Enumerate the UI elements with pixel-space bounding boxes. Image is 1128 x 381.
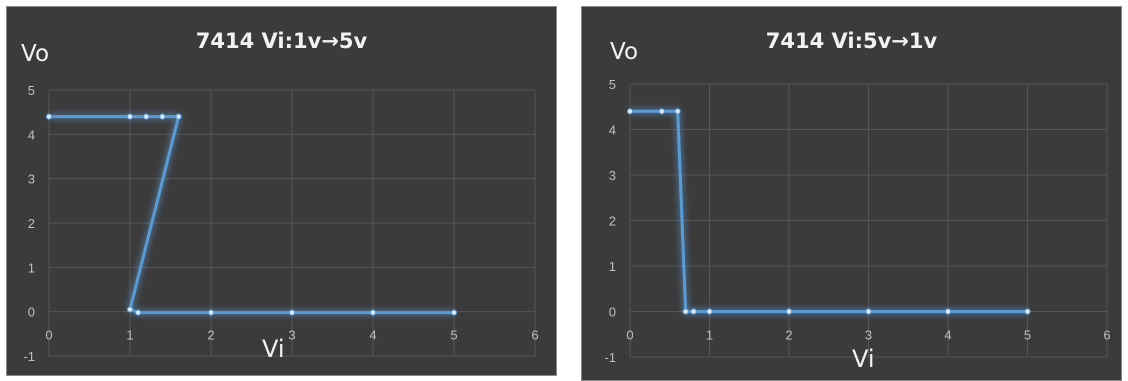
chart-plot-rising: 0 1 2 3 4 5 6 -1 0 1 2 3 4 5: [23, 83, 538, 364]
x-tick-label: 5: [450, 328, 457, 343]
y-tick-label: 3: [609, 168, 616, 183]
chart-panel-falling: 0 1 2 3 4 5 6 -1 0 1 2 3 4 5 7414 Vi:5v→1v Vo Vi: [581, 6, 1122, 381]
y-tick-label: 5: [28, 83, 35, 98]
chart-panel-rising: 0 1 2 3 4 5 6 -1 0 1 2 3 4 5 7414 Vi:1v→5v Vo Vi: [6, 6, 557, 376]
data-point: [1024, 308, 1031, 315]
y-tick-label: 1: [28, 260, 35, 275]
y-tick-label: 1: [609, 259, 616, 274]
data-point: [135, 309, 142, 316]
y-axis-label: Vo: [21, 41, 50, 67]
x-tick-label: 2: [207, 328, 214, 343]
series-line-glow: [49, 113, 454, 317]
data-point: [126, 306, 134, 313]
y-tick-label: -1: [604, 350, 616, 365]
y-tick-label: 3: [28, 172, 35, 187]
y-tick-label: 4: [609, 123, 616, 138]
x-tick-label: 2: [785, 328, 792, 343]
x-axis-label: Vi: [852, 345, 875, 373]
x-tick-label: 3: [865, 328, 872, 343]
y-tick-label: 2: [28, 216, 35, 231]
y-tick-label: -1: [23, 349, 35, 364]
y-tick-label: 0: [28, 305, 35, 320]
x-tick-label: 4: [944, 328, 951, 343]
x-tick-label: 0: [45, 328, 52, 343]
data-point: [175, 113, 182, 120]
data-point: [865, 308, 872, 315]
x-tick-label: 3: [288, 328, 295, 343]
data-point: [288, 309, 296, 316]
chart-title: 7414 Vi:5v→1v: [765, 29, 938, 53]
series-line: [49, 115, 454, 315]
x-axis-label: Vi: [262, 335, 285, 363]
data-point: [690, 308, 697, 315]
data-point: [45, 113, 53, 120]
y-tick-label: 4: [28, 127, 35, 142]
data-point: [785, 308, 793, 315]
y-tick-label: 5: [609, 77, 616, 92]
data-point: [450, 309, 458, 316]
chart-title: 7414 Vi:1v→5v: [195, 29, 368, 53]
data-point: [126, 113, 134, 120]
data-point: [369, 309, 377, 316]
data-point: [207, 309, 215, 316]
chart-plot-falling: 0 1 2 3 4 5 6 -1 0 1 2 3 4 5: [604, 77, 1110, 365]
data-point: [682, 308, 689, 315]
data-point: [706, 308, 713, 315]
x-tick-label: 5: [1024, 328, 1031, 343]
x-tick-label: 1: [706, 328, 713, 343]
x-tick-label: 4: [369, 328, 376, 343]
y-tick-label: 0: [609, 305, 616, 320]
series-line-glow: [630, 107, 1028, 315]
data-point: [944, 308, 952, 315]
y-tick-label: 2: [609, 214, 616, 229]
x-tick-label: 6: [531, 328, 538, 343]
y-axis-label: Vo: [610, 39, 639, 65]
data-point: [626, 108, 634, 115]
data-point: [159, 113, 166, 120]
data-point: [143, 113, 150, 120]
x-tick-label: 1: [126, 328, 133, 343]
x-tick-label: 0: [626, 328, 633, 343]
data-point: [674, 108, 681, 115]
data-point: [658, 108, 665, 115]
series-line: [630, 109, 1028, 313]
x-tick-label: 6: [1103, 328, 1110, 343]
